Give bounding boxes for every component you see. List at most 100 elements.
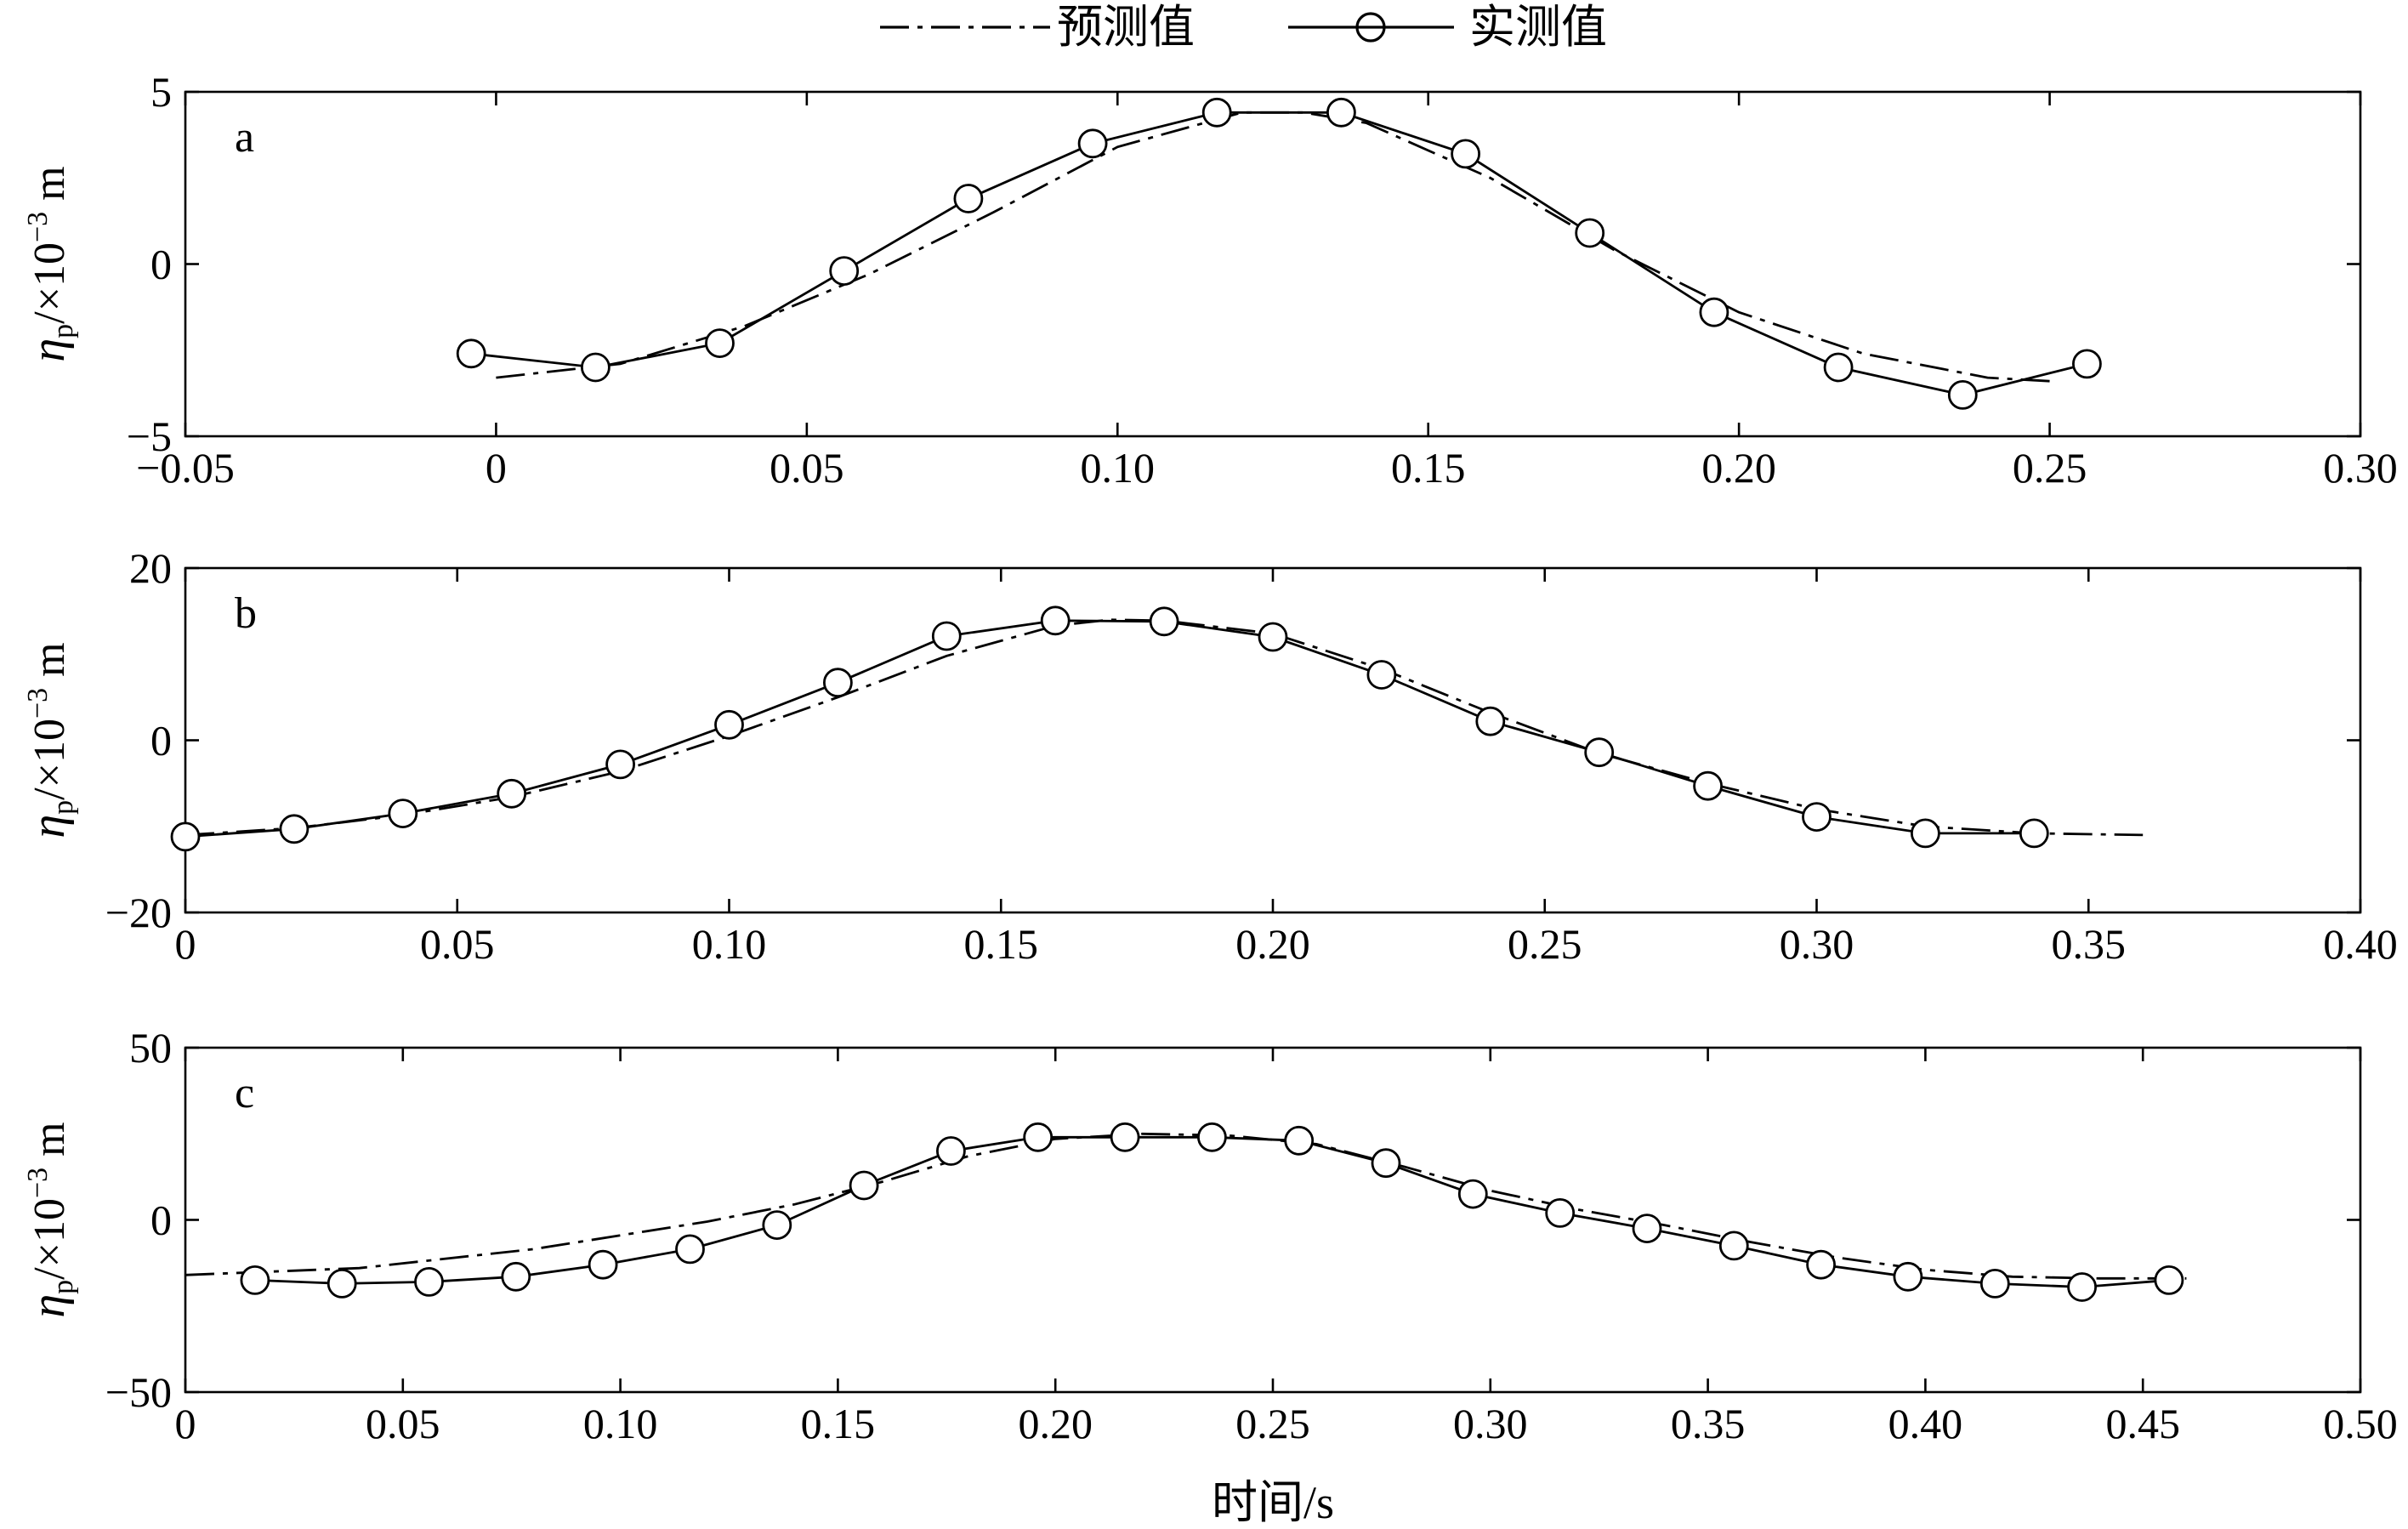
x-tick-label: 0.40	[1888, 1400, 1963, 1447]
data-point-measured	[936, 1136, 966, 1166]
data-point-measured	[1947, 379, 1978, 410]
x-tick-label: 0.20	[1018, 1400, 1093, 1447]
panel-letter: b	[235, 589, 257, 638]
data-point-measured	[1823, 352, 1854, 383]
plot-frame	[184, 90, 2362, 438]
panel-c: 0 0.05 0.10 0.15 0.20 0.25 0.30 0.35 0.40 0.45 0.5…	[22, 1024, 2398, 1447]
data-point-measured	[1451, 139, 1480, 169]
data-point-measured	[1806, 1249, 1837, 1280]
data-point-measured	[1545, 1198, 1576, 1228]
data-point-measured	[388, 799, 418, 828]
x-tick-label: 0.05	[770, 444, 844, 492]
data-point-measured	[1258, 622, 1288, 652]
y-tick-label: 0	[150, 241, 172, 288]
data-point-measured	[1371, 1148, 1401, 1179]
series-line-measured	[471, 111, 2087, 396]
plot-frame	[184, 566, 2362, 914]
data-point-measured	[931, 621, 962, 651]
data-point-measured	[2154, 1265, 2184, 1295]
data-point-measured	[327, 1269, 357, 1299]
data-point-measured	[581, 352, 611, 383]
data-point-measured	[675, 1234, 705, 1265]
data-point-measured	[2067, 1272, 2098, 1302]
series-line-predicted	[185, 618, 2144, 837]
data-point-measured	[1979, 1269, 2010, 1299]
data-point-measured	[1910, 818, 1940, 849]
panel-b: 0 0.05 0.10 0.15 0.20 0.25 0.30 0.35 0.40−20020b…	[22, 544, 2398, 968]
data-point-measured	[501, 1261, 531, 1292]
x-axis-label: 时间/s	[1212, 1477, 1334, 1528]
data-point-measured	[2019, 818, 2049, 849]
data-point-measured	[1893, 1261, 1923, 1292]
y-tick-label: 0	[150, 1196, 172, 1244]
data-point-measured	[1110, 1122, 1140, 1152]
y-axis-label: ηp/×10−3 m	[22, 166, 79, 361]
data-point-measured	[605, 749, 635, 780]
x-tick-label: 0.25	[1508, 920, 1582, 968]
x-tick-label: 0	[175, 1400, 196, 1447]
x-tick-label: 0.50	[2323, 1400, 2398, 1447]
x-tick-label: 0.30	[2323, 444, 2398, 492]
data-point-measured	[1366, 660, 1397, 690]
data-point-measured	[414, 1267, 444, 1297]
y-tick-label: 0	[150, 717, 172, 764]
data-point-measured	[2071, 349, 2102, 379]
data-point-measured	[1802, 802, 1832, 832]
y-axis-label: ηp/×10−3 m	[22, 1122, 79, 1317]
x-tick-label: 0	[486, 444, 507, 492]
y-tick-label: −5	[127, 412, 172, 460]
data-point-measured	[1326, 97, 1356, 128]
data-point-measured	[1584, 737, 1615, 768]
data-point-measured	[1632, 1214, 1662, 1243]
data-point-measured	[240, 1265, 270, 1295]
legend: 预测值 实测值	[880, 2, 1607, 53]
data-point-measured	[705, 328, 735, 359]
data-point-measured	[1699, 297, 1729, 327]
y-tick-label: −20	[105, 889, 172, 936]
y-tick-label: −50	[105, 1368, 172, 1416]
data-point-measured	[829, 256, 860, 287]
data-point-measured	[1040, 605, 1071, 636]
x-tick-label: 0.40	[2323, 920, 2398, 968]
x-tick-label: 0.30	[1780, 920, 1854, 968]
data-point-measured	[714, 709, 744, 740]
data-point-measured	[1475, 706, 1506, 736]
data-point-measured	[1149, 606, 1179, 637]
panel-letter: a	[235, 113, 254, 162]
x-tick-label: 0	[175, 920, 196, 968]
y-tick-label: 50	[129, 1024, 172, 1071]
x-tick-label: 0.20	[1701, 444, 1776, 492]
data-point-measured	[497, 778, 527, 809]
data-point-measured	[588, 1249, 618, 1280]
series-line-predicted	[185, 1132, 2187, 1280]
x-tick-label: 0.10	[1081, 444, 1156, 492]
data-point-measured	[762, 1210, 792, 1240]
data-point-measured	[1197, 1122, 1227, 1152]
x-tick-label: 0.35	[2052, 920, 2127, 968]
x-tick-label: 0.20	[1235, 920, 1310, 968]
data-point-measured	[1201, 97, 1232, 128]
data-point-measured	[1077, 128, 1108, 159]
panel-letter: c	[235, 1069, 254, 1117]
legend-measured-label: 实测值	[1469, 2, 1607, 53]
data-point-measured	[279, 814, 310, 844]
x-tick-label: −0.05	[136, 444, 235, 492]
data-point-measured	[823, 668, 853, 698]
x-tick-label: 0.05	[366, 1400, 440, 1447]
x-tick-label: 0.35	[1671, 1400, 1746, 1447]
data-point-measured	[849, 1170, 879, 1201]
data-point-measured	[456, 338, 486, 369]
plot-frame	[184, 1046, 2362, 1394]
series-line-predicted	[496, 111, 2050, 383]
x-tick-label: 0.25	[1235, 1400, 1310, 1447]
x-tick-label: 0.10	[583, 1400, 658, 1447]
data-point-measured	[170, 821, 201, 852]
x-tick-label: 0.15	[801, 1400, 876, 1447]
x-tick-label: 0.45	[2105, 1400, 2180, 1447]
panel-a: −0.05 0 0.05 0.10 0.15 0.20 0.25 0.30 −5 0 5 a ηp/×1…	[22, 68, 2398, 492]
data-point-measured	[1284, 1125, 1315, 1156]
x-tick-label: 0.15	[964, 920, 1039, 968]
x-tick-label: 0.10	[692, 920, 767, 968]
data-point-measured	[953, 184, 984, 213]
